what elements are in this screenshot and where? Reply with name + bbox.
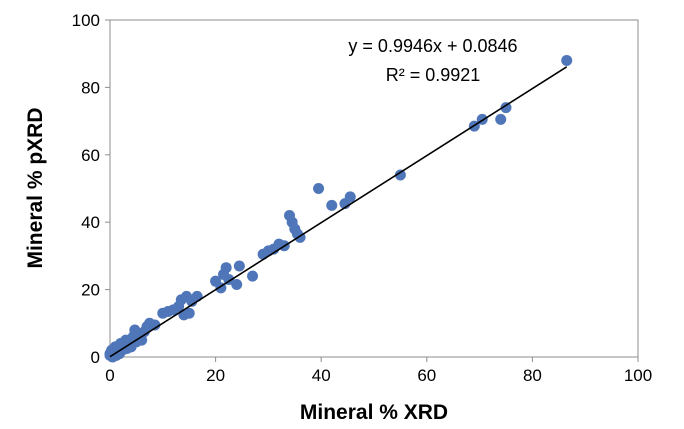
x-tick-label: 100 — [624, 366, 652, 385]
data-point — [561, 55, 572, 66]
trend-line — [110, 67, 567, 357]
data-point — [345, 191, 356, 202]
data-point — [313, 183, 324, 194]
x-tick-label: 0 — [105, 366, 114, 385]
y-axis-title: Mineral % pXRD — [24, 107, 47, 268]
r-squared-label: R² = 0.9921 — [386, 65, 481, 85]
data-point — [234, 261, 245, 272]
y-tick-label: 100 — [72, 11, 100, 30]
y-tick-label: 20 — [81, 281, 100, 300]
y-tick-label: 80 — [81, 78, 100, 97]
data-point — [192, 291, 203, 302]
data-point — [221, 262, 232, 273]
y-axis-ticks: 0 20 40 60 80 100 — [72, 11, 110, 367]
data-point — [326, 200, 337, 211]
data-point — [247, 271, 258, 282]
x-tick-label: 20 — [206, 366, 225, 385]
data-point — [495, 114, 506, 125]
x-tick-label: 60 — [417, 366, 436, 385]
y-tick-label: 40 — [81, 213, 100, 232]
scatter-chart: 0 20 40 60 80 100 020406080100 Mineral % XRD … — [0, 0, 684, 429]
x-axis-ticks: 0 20 40 60 80 100 — [105, 357, 652, 385]
x-tick-label: 40 — [312, 366, 331, 385]
y-tick-label: 0 — [91, 348, 100, 367]
y-tick-label: 60 — [81, 146, 100, 165]
x-axis-title: Mineral % XRD — [300, 401, 448, 424]
x-tick-label: 80 — [523, 366, 542, 385]
regression-equation: y = 0.9946x + 0.0846 — [348, 36, 517, 56]
data-point — [231, 279, 242, 290]
